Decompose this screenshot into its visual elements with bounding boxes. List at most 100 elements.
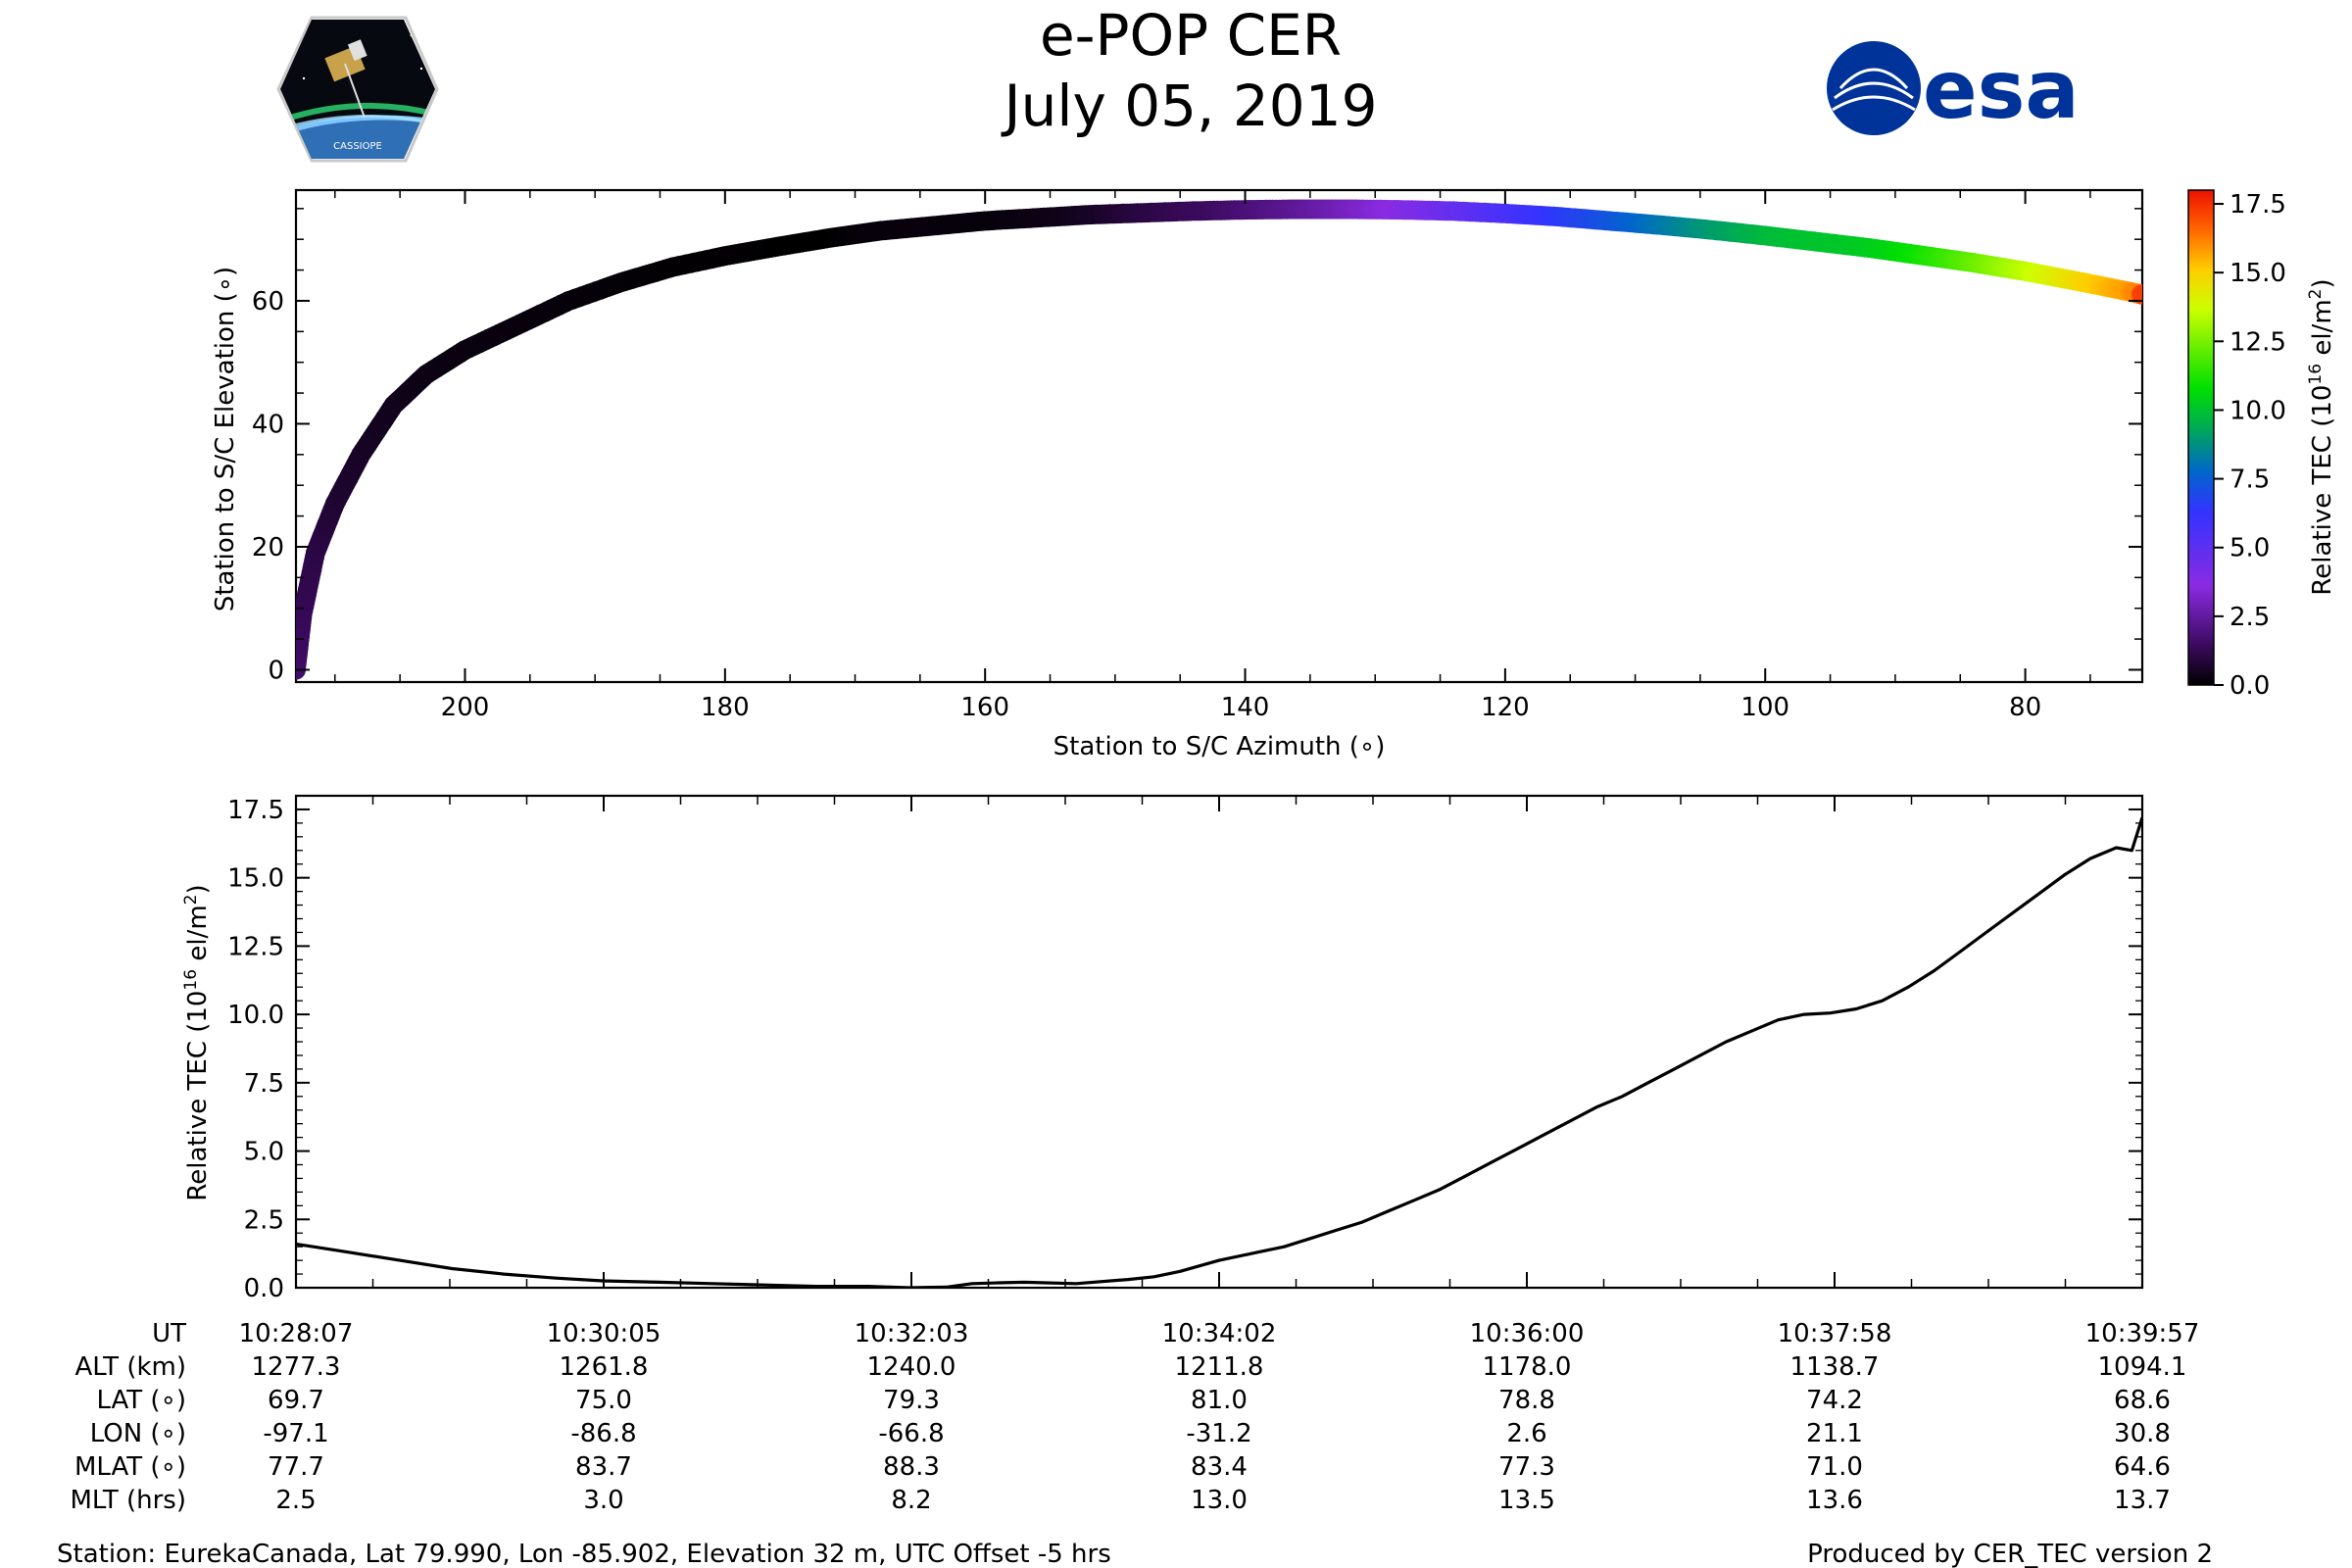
ephemeris-cell: 1261.8 [560, 1352, 649, 1382]
tec-colorbar: 0.0 2.5 5.0 7.5 10.0 12.5 15.0 17.5 Relative TE… [2187, 189, 2337, 701]
ephemeris-cell: -97.1 [263, 1419, 328, 1448]
ephemeris-cell: 1240.0 [867, 1352, 956, 1382]
ephemeris-cell: 79.3 [883, 1386, 940, 1415]
tec-y-tick-label: 7.5 [244, 1069, 284, 1099]
tec-series-line [296, 816, 2142, 1288]
track-marker [2132, 284, 2142, 305]
colorbar-tick-label: 15.0 [2230, 259, 2286, 288]
tec-axis-label: Relative TEC (1016 el/m2) [181, 884, 213, 1200]
x-tick-label: 160 [960, 693, 1009, 722]
station-info: Station: EurekaCanada, Lat 79.990, Lon -… [57, 1540, 1111, 1568]
ephemeris-row-label: LON (∘) [90, 1419, 186, 1448]
ephemeris-cell: -86.8 [570, 1419, 636, 1448]
ephemeris-cell: 81.0 [1191, 1386, 1248, 1415]
ephemeris-cell: 1211.8 [1175, 1352, 1264, 1382]
x-tick-label: 80 [2009, 693, 2041, 722]
ephemeris-cell: 83.7 [575, 1452, 632, 1482]
x-tick-label: 180 [701, 693, 750, 722]
ephemeris-cell: 77.3 [1498, 1452, 1555, 1482]
colorbar-label-exp: 16 [2306, 364, 2326, 385]
x-tick-label: 140 [1221, 693, 1270, 722]
y-tick-label: 60 [252, 287, 284, 317]
ephemeris-table: UT ALT (km) LAT (∘) LON (∘) MLAT (∘) MLT (hrs… [71, 1319, 2200, 1515]
ephemeris-cell: 88.3 [883, 1452, 940, 1482]
colorbar-tick-label: 7.5 [2230, 466, 2270, 495]
ephemeris-cell: 78.8 [1498, 1386, 1555, 1415]
ephemeris-cell: 10:39:57 [2085, 1319, 2200, 1348]
ephemeris-cell: 77.7 [268, 1452, 324, 1482]
colorbar-label: Relative TEC (1016 el/m2) [2306, 278, 2337, 595]
ephemeris-cell: 13.5 [1498, 1486, 1555, 1515]
ephemeris-cell: 2.5 [275, 1486, 316, 1515]
cassiope-logo-text: CASSIOPE [333, 141, 382, 152]
ephemeris-cell: 1138.7 [1790, 1352, 1880, 1382]
plot2-frame [294, 794, 2144, 1290]
ephemeris-cell: 64.6 [2114, 1452, 2171, 1482]
ephemeris-cell: 75.0 [575, 1386, 632, 1415]
elevation-azimuth-panel: 200 180 160 140 120 100 80 0 20 40 60 Station to … [211, 188, 2144, 761]
ephemeris-cell: 1277.3 [252, 1352, 341, 1382]
tec-y-tick-label: 10.0 [227, 1001, 284, 1030]
ephemeris-row-label: MLT (hrs) [71, 1486, 187, 1515]
ephemeris-cell: 10:36:00 [1470, 1319, 1585, 1348]
ephemeris-cell: 2.6 [1506, 1419, 1546, 1448]
ephemeris-cell: 13.7 [2114, 1486, 2171, 1515]
ephemeris-cell: 83.4 [1191, 1452, 1248, 1482]
y-tick-label: 20 [252, 533, 284, 563]
ephemeris-cell: 10:34:02 [1162, 1319, 1277, 1348]
elevation-axis-label: Station to S/C Elevation (∘) [211, 267, 240, 612]
x-tick-label: 120 [1481, 693, 1530, 722]
ephemeris-cell: 10:30:05 [547, 1319, 662, 1348]
tec-y-tick-label: 15.0 [227, 864, 284, 894]
ephemeris-cell: 21.1 [1806, 1419, 1863, 1448]
colorbar-tick-label: 5.0 [2230, 534, 2270, 564]
ephemeris-cell: 3.0 [583, 1486, 623, 1515]
cassiope-mission-patch-icon: CASSIOPE [276, 16, 439, 163]
ephemeris-row-label: ALT (km) [74, 1352, 186, 1382]
x-tick-label: 200 [441, 693, 490, 722]
ephemeris-row-label: LAT (∘) [96, 1386, 186, 1415]
ephemeris-row-label: UT [152, 1319, 186, 1348]
chart-title: e-POP CER [1040, 2, 1342, 69]
tec-y-tick-label: 2.5 [244, 1205, 284, 1235]
y-tick-label: 40 [252, 410, 284, 439]
ephemeris-cell: 13.0 [1191, 1486, 1248, 1515]
tec-y-tick-label: 0.0 [244, 1274, 284, 1303]
ephemeris-cell: 68.6 [2114, 1386, 2171, 1415]
colorbar-label-sup: 2 [2306, 289, 2326, 300]
ephemeris-cell: -31.2 [1186, 1419, 1251, 1448]
colorbar-tick-label: 2.5 [2230, 603, 2270, 632]
y-tick-label: 0 [268, 656, 284, 685]
tec-timeseries-panel: 0.0 2.5 5.0 7.5 10.0 12.5 15.0 17.5 Relative TE… [181, 794, 2144, 1303]
esa-logo-icon: esa [1827, 41, 2080, 137]
colorbar-tick-label: 10.0 [2230, 396, 2286, 425]
azimuth-axis-label: Station to S/C Azimuth (∘) [1054, 732, 1386, 761]
esa-logo-text: esa [1923, 44, 2080, 137]
x-tick-label: 100 [1740, 693, 1789, 722]
ephemeris-cell: 30.8 [2114, 1419, 2171, 1448]
ephemeris-cell: 10:28:07 [239, 1319, 354, 1348]
ephemeris-cell: 1178.0 [1483, 1352, 1572, 1382]
ephemeris-cell: 10:37:58 [1778, 1319, 1892, 1348]
ephemeris-cell: 74.2 [1806, 1386, 1863, 1415]
ephemeris-cell: 71.0 [1806, 1452, 1863, 1482]
ephemeris-cell: 1094.1 [2098, 1352, 2187, 1382]
ephemeris-cell: -66.8 [878, 1419, 944, 1448]
tec-y-tick-label: 17.5 [227, 796, 284, 825]
tec-y-tick-label: 5.0 [244, 1138, 284, 1167]
tec-y-tick-label: 12.5 [227, 932, 284, 961]
colorbar-tick-label: 0.0 [2230, 671, 2270, 701]
tec-axis-label-sup: 2 [181, 895, 201, 906]
ephemeris-cell: 10:32:03 [855, 1319, 969, 1348]
produced-by: Produced by CER_TEC version 2 [1807, 1540, 2213, 1568]
ephemeris-cell: 69.7 [268, 1386, 324, 1415]
tec-axis-label-exp: 16 [181, 969, 201, 991]
ephemeris-cell: 13.6 [1806, 1486, 1863, 1515]
ephemeris-row-label: MLAT (∘) [74, 1452, 186, 1482]
plot1-frame [294, 188, 2144, 684]
colorbar-tick-label: 17.5 [2230, 190, 2286, 220]
chart-date: July 05, 2019 [1001, 73, 1377, 139]
colorbar-gradient [2187, 189, 2215, 686]
ephemeris-cell: 8.2 [891, 1486, 931, 1515]
